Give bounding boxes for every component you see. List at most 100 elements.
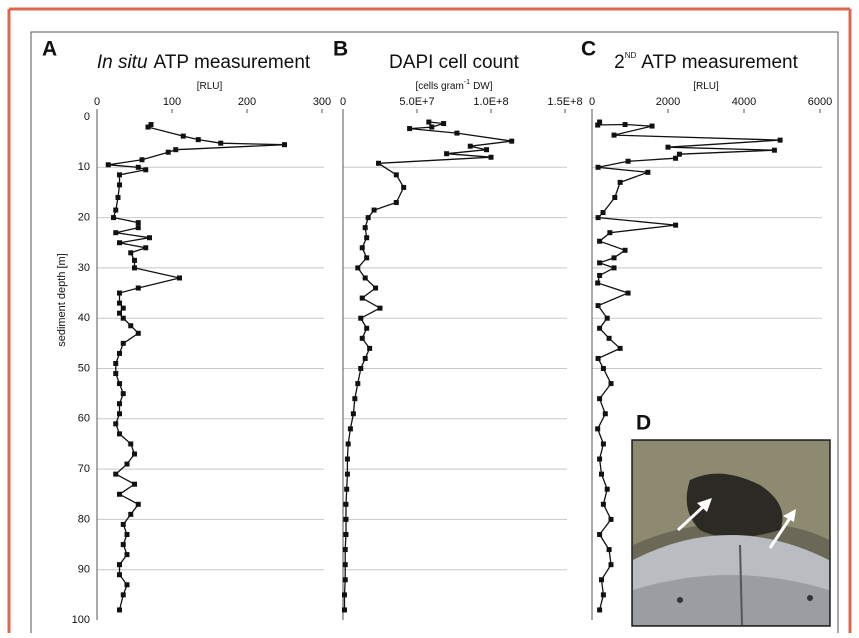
unit-end: DW] bbox=[473, 81, 493, 92]
arrow-head bbox=[783, 509, 796, 522]
data-point bbox=[135, 501, 141, 507]
data-point bbox=[597, 119, 603, 125]
data-point bbox=[377, 305, 383, 311]
data-point bbox=[607, 230, 613, 236]
data-point bbox=[359, 245, 365, 251]
data-point bbox=[611, 132, 617, 138]
unit: [cells gram bbox=[415, 81, 463, 92]
data-point bbox=[115, 194, 121, 200]
data-point bbox=[344, 486, 350, 492]
data-point bbox=[612, 194, 618, 200]
data-point bbox=[117, 300, 122, 306]
data-point bbox=[195, 137, 201, 143]
data-point bbox=[120, 592, 126, 598]
data-point bbox=[120, 340, 126, 346]
data-point bbox=[604, 486, 610, 492]
data-point bbox=[124, 552, 130, 558]
data-point bbox=[444, 151, 450, 157]
data-point bbox=[342, 547, 348, 553]
title-sup: ND bbox=[625, 51, 637, 60]
data-point bbox=[147, 235, 152, 241]
x-tick-label: 0 bbox=[589, 96, 595, 108]
data-point bbox=[120, 521, 126, 527]
data-point bbox=[342, 577, 348, 583]
title-text: DAPI cell count bbox=[389, 52, 520, 73]
data-point bbox=[600, 441, 606, 447]
y-tick-label: 40 bbox=[78, 312, 90, 324]
data-point bbox=[665, 144, 671, 150]
data-point bbox=[597, 607, 603, 613]
data-point bbox=[364, 255, 370, 261]
data-point bbox=[111, 215, 116, 221]
title-number: 2 bbox=[614, 52, 625, 73]
data-point bbox=[362, 275, 368, 281]
data-point bbox=[600, 592, 606, 598]
data-point bbox=[341, 607, 347, 613]
data-point bbox=[441, 121, 447, 127]
data-point bbox=[347, 426, 353, 432]
data-point bbox=[117, 310, 122, 316]
data-point bbox=[673, 155, 679, 161]
data-point bbox=[145, 124, 151, 130]
data-point bbox=[113, 230, 119, 236]
photo-seam bbox=[739, 544, 743, 626]
data-point bbox=[676, 151, 682, 157]
data-point bbox=[467, 143, 473, 149]
data-point bbox=[595, 426, 601, 432]
data-point bbox=[606, 335, 612, 341]
data-point bbox=[105, 162, 111, 168]
data-point bbox=[600, 210, 606, 216]
data-point bbox=[454, 130, 460, 136]
data-point bbox=[165, 149, 171, 155]
panel-title: DAPI cell count bbox=[389, 52, 520, 73]
y-tick-label: 10 bbox=[78, 161, 90, 173]
title-text: ATP measurement bbox=[154, 52, 311, 73]
panel-letter: B bbox=[333, 38, 348, 61]
data-point bbox=[120, 391, 126, 397]
y-axis-label: sediment depth [m] bbox=[56, 253, 68, 347]
x-axis-label: [cells gram-1 DW] bbox=[415, 79, 492, 92]
data-point bbox=[600, 501, 606, 507]
arrow-head bbox=[697, 498, 712, 512]
data-point bbox=[218, 140, 224, 146]
data-point bbox=[611, 255, 617, 261]
y-tick-label: 70 bbox=[78, 463, 90, 475]
data-point bbox=[625, 290, 631, 296]
y-tick-label: 20 bbox=[78, 212, 90, 224]
data-point bbox=[148, 122, 154, 128]
data-point bbox=[622, 122, 628, 128]
data-point bbox=[488, 154, 494, 160]
x-tick-label: 5.0E+7 bbox=[399, 96, 434, 108]
data-point bbox=[371, 207, 377, 213]
y-tick-label: 0 bbox=[84, 111, 90, 123]
panel-letter: A bbox=[42, 38, 57, 61]
data-point bbox=[362, 225, 368, 231]
data-point bbox=[617, 345, 623, 351]
data-point bbox=[113, 421, 119, 427]
data-point bbox=[117, 350, 122, 356]
data-point bbox=[649, 123, 655, 129]
unit-sup: -1 bbox=[464, 79, 470, 86]
data-point bbox=[173, 147, 179, 153]
photo-bolt bbox=[807, 595, 813, 601]
data-point bbox=[135, 330, 141, 336]
data-point bbox=[595, 355, 601, 361]
data-point bbox=[128, 441, 134, 447]
data-point bbox=[393, 200, 399, 206]
unit: [RLU] bbox=[693, 81, 719, 92]
data-point bbox=[597, 238, 603, 244]
x-tick-label: 300 bbox=[313, 96, 331, 108]
data-point bbox=[373, 285, 379, 291]
y-tick-label: 100 bbox=[72, 614, 90, 626]
x-tick-label: 6000 bbox=[808, 96, 832, 108]
data-point bbox=[117, 607, 122, 613]
data-point bbox=[120, 542, 126, 548]
data-point bbox=[622, 247, 628, 253]
data-point bbox=[597, 260, 603, 266]
data-point bbox=[429, 124, 435, 130]
data-point bbox=[113, 371, 119, 377]
data-point bbox=[597, 272, 603, 278]
data-point bbox=[117, 290, 122, 296]
data-point bbox=[777, 137, 783, 143]
panel-title: 2ND ATP measurement bbox=[614, 51, 799, 73]
